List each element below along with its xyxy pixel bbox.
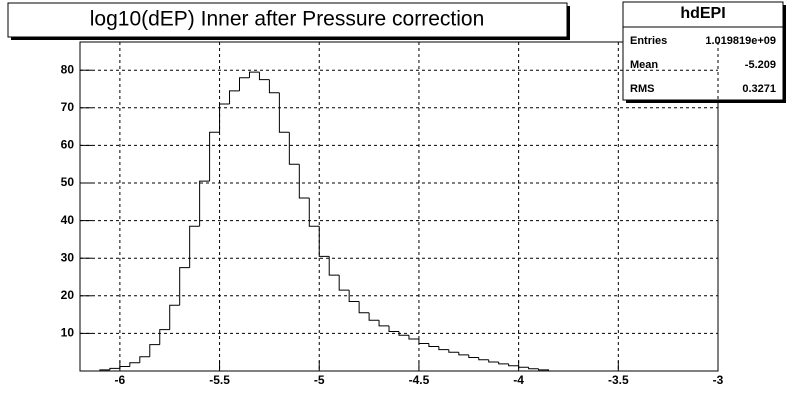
- histogram-bin: [378, 320, 390, 327]
- histogram-bin: [358, 301, 370, 314]
- histogram-bin: [288, 132, 300, 165]
- histogram-bin: [448, 349, 459, 353]
- y-tick-label: 10: [61, 326, 75, 340]
- histogram-bin: [498, 361, 509, 365]
- x-tick-label: -5: [314, 373, 325, 387]
- stats-label: RMS: [630, 83, 654, 95]
- stats-rows: Entries 1.019819e+09 Mean -5.209 RMS 0.3271: [630, 35, 776, 95]
- histogram-bin: [209, 131, 220, 182]
- x-tick-label: -5.5: [209, 373, 230, 387]
- histogram-bin: [528, 367, 539, 370]
- histogram-bin: [508, 363, 519, 367]
- histogram-bin: [119, 365, 130, 369]
- histogram-bin: [219, 103, 230, 133]
- x-tick-label: -6: [115, 373, 126, 387]
- x-tick-label: -4.5: [409, 373, 430, 387]
- histogram-bin: [129, 362, 140, 367]
- histogram-bin: [468, 354, 479, 358]
- histogram-bin: [538, 368, 550, 371]
- y-tick-label: 30: [61, 250, 75, 264]
- y-tick-label: 40: [61, 213, 75, 227]
- stats-label: Entries: [630, 35, 667, 47]
- stats-box: [622, 1, 784, 101]
- histogram-bin: [139, 356, 150, 363]
- histogram-bin: [308, 198, 320, 227]
- chart-title: log10(dEP) Inner after Pressure correcti…: [90, 8, 485, 31]
- histogram-bin: [338, 275, 350, 291]
- stats-label: Mean: [630, 59, 658, 71]
- histogram-bin: [418, 339, 429, 345]
- histogram-bin: [398, 331, 409, 336]
- histogram-bin: [278, 92, 290, 133]
- histogram-bin: [318, 226, 330, 257]
- histogram-bin: [298, 164, 310, 199]
- y-tick-label: 80: [61, 62, 75, 76]
- x-tick-label: -3: [713, 373, 724, 387]
- histogram-bin: [348, 290, 360, 302]
- histogram-bin: [189, 225, 200, 268]
- x-tick-label: -4: [513, 373, 524, 387]
- histogram-bin: [408, 335, 419, 340]
- stats-value: -5.209: [745, 59, 776, 71]
- histogram-bin: [368, 312, 380, 321]
- stats-title: hdEPI: [680, 5, 725, 22]
- y-tick-label: 60: [61, 138, 75, 152]
- histogram-bin: [438, 346, 449, 351]
- histogram-bin: [478, 357, 489, 361]
- histogram-bin: [229, 90, 240, 105]
- histogram-bin: [328, 256, 340, 276]
- histogram-bin: [99, 369, 110, 371]
- histogram-bin: [258, 72, 270, 81]
- histogram-bin: [149, 344, 160, 357]
- histogram-bin: [248, 71, 260, 78]
- histogram-bin: [239, 77, 250, 91]
- histogram-bin: [109, 367, 120, 370]
- histogram-bin: [159, 329, 170, 345]
- histogram-bin: [428, 343, 439, 348]
- plot-frame: [79, 41, 719, 372]
- stats-value: 1.019819e+09: [705, 35, 776, 47]
- histogram-bin: [488, 359, 499, 363]
- histogram-bin: [388, 325, 399, 333]
- histogram-bin: [268, 79, 280, 94]
- histogram-bin: [518, 365, 529, 368]
- histogram-bin: [199, 180, 210, 227]
- stats-value: 0.3271: [742, 83, 776, 95]
- histogram-bin: [169, 304, 180, 330]
- y-tick-label: 50: [61, 175, 75, 189]
- histogram-bin: [179, 267, 190, 306]
- y-tick-label: 70: [61, 100, 75, 114]
- histogram-bin: [458, 352, 469, 356]
- x-tick-label: -3.5: [608, 373, 629, 387]
- y-tick-label: 20: [61, 288, 75, 302]
- title-box: [7, 2, 568, 38]
